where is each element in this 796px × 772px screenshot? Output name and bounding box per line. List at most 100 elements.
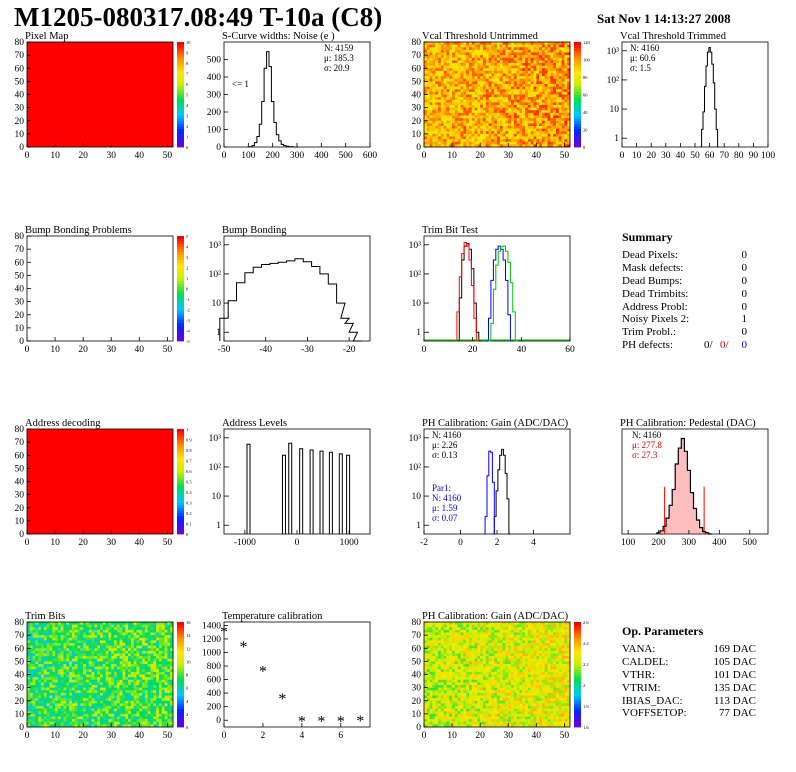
heatmap-cell (91, 698, 95, 702)
heatmap-cell (533, 144, 537, 148)
heatmap-cell (530, 105, 534, 108)
colorbar-segment (177, 497, 184, 501)
heatmap-cell (516, 105, 520, 108)
heatmap-cell (55, 664, 59, 667)
heatmap-cell (161, 645, 165, 649)
heatmap-cell (497, 139, 501, 143)
heatmap-cell (457, 144, 461, 148)
heatmap-cell (170, 692, 174, 696)
heatmap-cell (429, 622, 433, 625)
heatmap-cell (426, 716, 430, 720)
heatmap-cell (41, 624, 45, 628)
heatmap-cell (38, 658, 42, 662)
heatmap-cell (485, 133, 489, 137)
heatmap-cell (130, 671, 134, 675)
heatmap-cell (158, 632, 163, 636)
heatmap-cell (429, 706, 433, 709)
heatmap-cell (555, 49, 560, 53)
heatmap-cell (55, 719, 59, 723)
heatmap-cell (466, 97, 470, 101)
heatmap-cell (156, 716, 160, 720)
heatmap-cell (519, 110, 523, 114)
heatmap-cell (156, 721, 160, 725)
heatmap-cell (527, 131, 531, 135)
heatmap-cell (57, 700, 61, 704)
heatmap-cell (550, 118, 554, 122)
heatmap-cell (471, 120, 475, 124)
heatmap-cell (125, 711, 129, 715)
x-tick-label: 30 (661, 151, 671, 161)
heatmap-cell (564, 70, 568, 74)
heatmap-cell (530, 118, 534, 122)
heatmap-cell (522, 76, 526, 80)
heatmap-cell (516, 78, 520, 82)
colorbar-segment (177, 73, 184, 77)
heatmap-cell (544, 105, 548, 108)
heatmap-cell (477, 84, 481, 87)
heatmap-cell (49, 632, 53, 636)
heatmap-cell (530, 107, 534, 111)
heatmap-cell (522, 97, 526, 101)
heatmap-cell (435, 120, 439, 124)
heatmap-cell (533, 110, 537, 114)
heatmap-cell (491, 128, 495, 132)
heatmap-cell (511, 81, 515, 85)
heatmap-cell (541, 112, 546, 116)
heatmap-cell (119, 713, 123, 717)
heatmap-cell (474, 68, 478, 72)
heatmap-cell (443, 55, 447, 59)
heatmap-cell (80, 656, 84, 660)
heatmap-cell (426, 94, 430, 98)
heatmap-cell (525, 52, 529, 56)
heatmap-cell (471, 99, 475, 103)
heatmap-cell (460, 57, 464, 61)
heatmap-cell (158, 627, 163, 631)
heatmap-cell (516, 128, 520, 132)
heatmap-fill (27, 429, 173, 534)
heatmap-cell (449, 131, 453, 135)
stats-line: N: 4160 (432, 430, 462, 440)
heatmap-cell (435, 84, 439, 87)
heatmap-cell (142, 690, 146, 694)
heatmap-cell (111, 687, 115, 691)
heatmap-cell (85, 650, 90, 654)
heatmap-cell (133, 650, 137, 654)
heatmap-cell (499, 126, 503, 129)
heatmap-cell (147, 627, 151, 631)
heatmap-cell (52, 629, 56, 633)
heatmap-cell (440, 55, 444, 59)
heatmap-cell (516, 57, 520, 61)
heatmap-cell (494, 42, 498, 45)
heatmap-cell (502, 81, 506, 85)
heatmap-cell (429, 73, 433, 77)
heatmap-cell (527, 118, 531, 122)
heatmap-cell (125, 629, 129, 633)
heatmap-cell (167, 656, 171, 660)
heatmap-cell (111, 711, 115, 715)
heatmap-cell (466, 91, 470, 95)
heatmap-cell (424, 706, 428, 709)
heatmap-cell (429, 115, 433, 119)
heatmap-cell (567, 84, 571, 87)
colorbar-tick-label: 2 (186, 712, 188, 717)
heatmap-cell (153, 622, 157, 625)
heatmap-cell (122, 706, 126, 709)
heatmap-cell (144, 695, 149, 699)
heatmap-cell (108, 703, 112, 707)
heatmap-cell (530, 57, 534, 61)
heatmap-cell (511, 55, 515, 59)
heatmap-cell (97, 721, 101, 725)
heatmap-cell (460, 123, 464, 127)
heatmap-cell (435, 692, 439, 696)
page-title: M1205-080317.08:49 T-10a (C8) (14, 2, 383, 32)
heatmap-cell (35, 643, 39, 646)
heatmap-cell (443, 97, 447, 101)
heatmap-cell (161, 711, 165, 715)
colorbar-segment (177, 285, 184, 289)
heatmap-cell (125, 640, 129, 644)
heatmap-cell (424, 94, 428, 98)
heatmap-cell (502, 102, 506, 106)
heatmap-cell (130, 674, 134, 678)
heatmap-cell (463, 139, 467, 143)
heatmap-cell (108, 674, 112, 678)
